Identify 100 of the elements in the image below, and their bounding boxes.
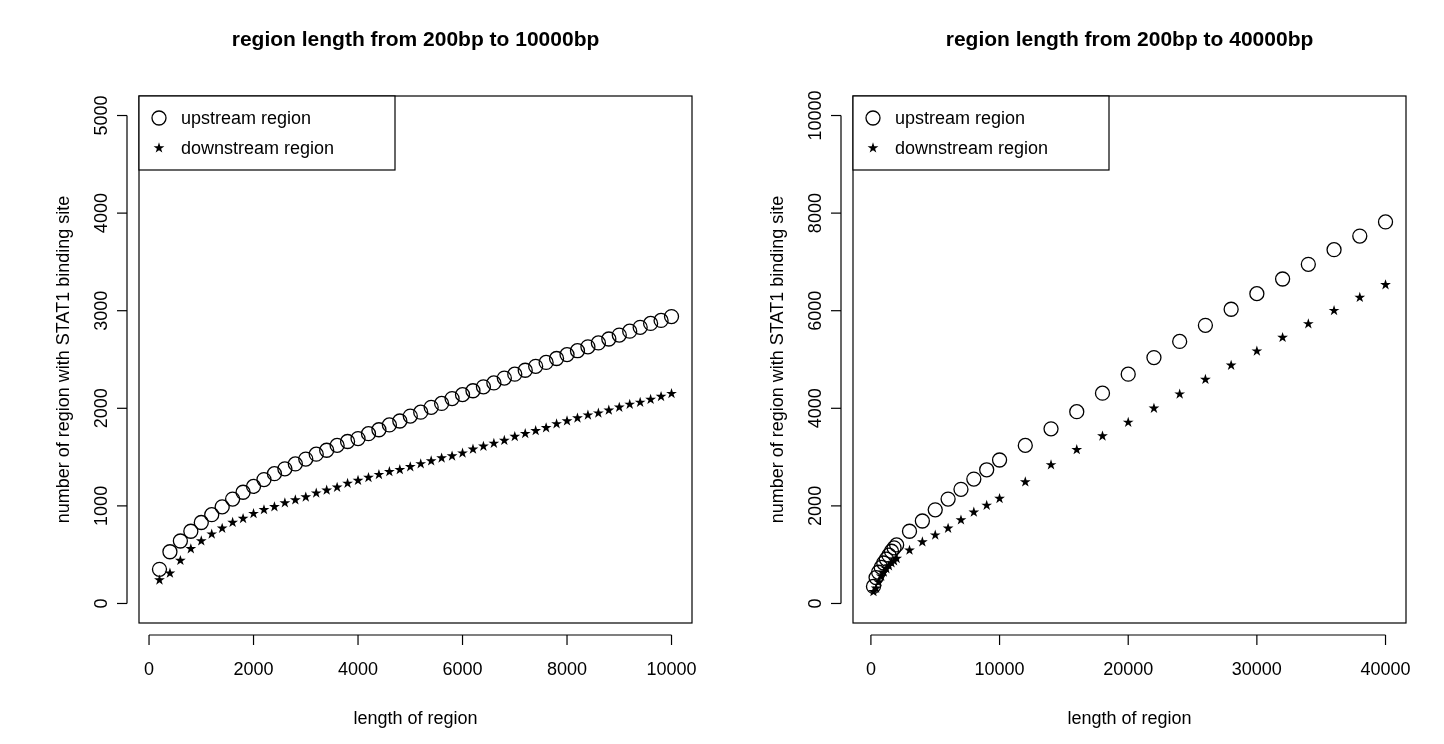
point bbox=[1328, 305, 1340, 316]
point bbox=[979, 462, 995, 478]
point bbox=[904, 544, 915, 555]
y-tick-label: 10000 bbox=[805, 90, 825, 141]
point bbox=[475, 379, 492, 395]
point bbox=[1019, 476, 1031, 487]
point bbox=[172, 533, 189, 549]
point bbox=[994, 492, 1005, 504]
y-tick-label: 8000 bbox=[805, 193, 825, 234]
point bbox=[663, 308, 680, 325]
point bbox=[528, 358, 544, 374]
y-tick-label: 2000 bbox=[805, 485, 825, 526]
point bbox=[538, 354, 554, 371]
point bbox=[876, 555, 892, 571]
point bbox=[289, 494, 301, 505]
point bbox=[540, 422, 552, 433]
y-tick-label: 2000 bbox=[91, 388, 111, 429]
point bbox=[666, 387, 677, 399]
point bbox=[162, 544, 178, 560]
point bbox=[329, 437, 345, 454]
point bbox=[914, 513, 931, 529]
legend-label: upstream region bbox=[181, 108, 312, 128]
point bbox=[509, 430, 521, 442]
point bbox=[870, 564, 887, 580]
point bbox=[968, 506, 980, 517]
point bbox=[1197, 317, 1214, 333]
point bbox=[433, 395, 450, 412]
point bbox=[300, 491, 312, 502]
point bbox=[592, 407, 604, 418]
point bbox=[381, 417, 398, 433]
point bbox=[298, 451, 314, 467]
point bbox=[1274, 271, 1291, 287]
point bbox=[413, 404, 429, 420]
point bbox=[507, 366, 523, 382]
point bbox=[1122, 416, 1134, 428]
x-tick-label: 30000 bbox=[1231, 659, 1282, 679]
point bbox=[342, 477, 353, 489]
point bbox=[204, 507, 220, 523]
point bbox=[319, 442, 335, 458]
point bbox=[486, 375, 502, 391]
point bbox=[530, 425, 542, 436]
point bbox=[601, 331, 617, 347]
point bbox=[1097, 430, 1108, 441]
x-tick-label: 4000 bbox=[338, 659, 379, 679]
point bbox=[352, 474, 364, 486]
point bbox=[942, 522, 954, 533]
point bbox=[151, 561, 168, 577]
point bbox=[310, 487, 322, 498]
chart-title: region length from 200bp to 10000bp bbox=[231, 27, 600, 50]
x-tick-label: 0 bbox=[865, 659, 876, 679]
point bbox=[404, 461, 416, 472]
point bbox=[498, 434, 510, 446]
point bbox=[569, 343, 586, 359]
point bbox=[1380, 279, 1391, 290]
point bbox=[1300, 256, 1316, 272]
y-tick-label: 3000 bbox=[91, 290, 111, 331]
point bbox=[622, 323, 638, 339]
x-tick-label: 10000 bbox=[646, 659, 697, 679]
point bbox=[603, 404, 615, 415]
legend-label: upstream region bbox=[895, 108, 1026, 128]
point bbox=[991, 452, 1008, 468]
point bbox=[632, 319, 648, 335]
point bbox=[916, 536, 928, 547]
point bbox=[634, 396, 646, 408]
point bbox=[266, 466, 283, 482]
point bbox=[423, 399, 439, 415]
point bbox=[655, 390, 667, 402]
point bbox=[224, 491, 241, 507]
point bbox=[279, 497, 291, 508]
point bbox=[1174, 388, 1186, 399]
y-tick-label: 0 bbox=[805, 598, 825, 609]
point bbox=[383, 466, 395, 477]
point bbox=[394, 464, 406, 475]
point bbox=[1071, 444, 1083, 455]
point bbox=[321, 484, 333, 495]
point bbox=[1352, 228, 1368, 244]
point bbox=[927, 502, 943, 518]
point bbox=[1377, 214, 1394, 230]
point bbox=[415, 458, 427, 469]
point bbox=[425, 455, 437, 466]
point bbox=[363, 471, 374, 483]
point bbox=[548, 350, 565, 367]
point bbox=[339, 433, 356, 450]
x-tick-label: 2000 bbox=[233, 659, 274, 679]
point bbox=[582, 409, 594, 420]
y-tick-label: 4000 bbox=[91, 193, 111, 234]
point bbox=[940, 491, 956, 507]
point bbox=[1120, 366, 1136, 382]
point bbox=[227, 516, 239, 528]
point bbox=[256, 471, 272, 488]
point bbox=[1172, 333, 1188, 350]
point bbox=[1069, 404, 1085, 420]
point bbox=[478, 440, 489, 451]
point bbox=[981, 499, 993, 510]
point bbox=[174, 554, 186, 566]
point bbox=[164, 567, 176, 578]
point bbox=[551, 418, 562, 429]
point bbox=[929, 529, 941, 540]
point bbox=[873, 559, 889, 576]
point bbox=[308, 446, 324, 462]
